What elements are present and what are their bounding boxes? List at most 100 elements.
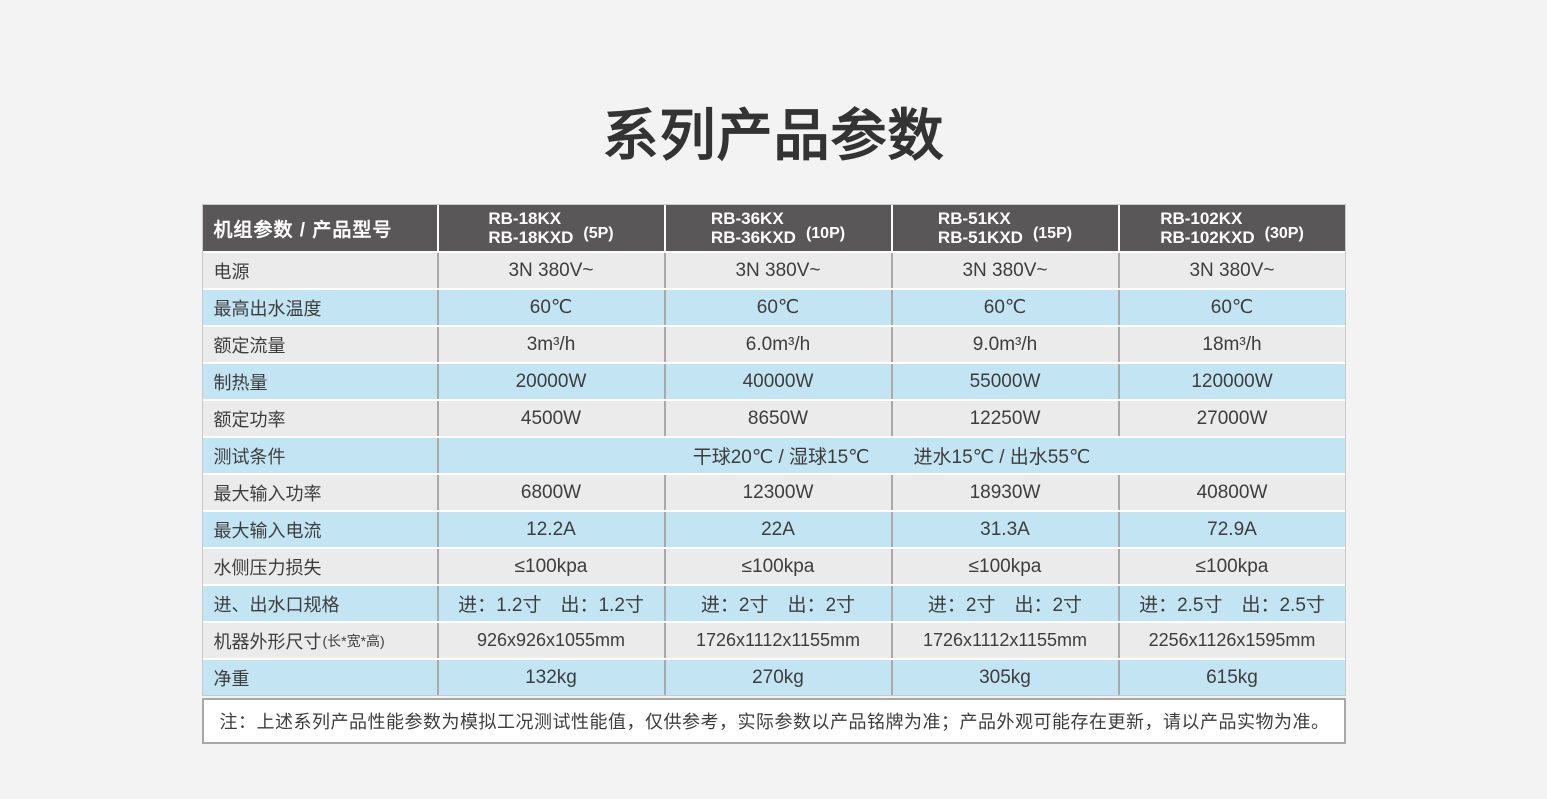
model-header-cell-51kx: RB-51KX RB-51KXD (15P) [890, 205, 1118, 251]
value-cell: 60℃ [1117, 290, 1345, 325]
model-name-line1: RB-102KX [1160, 209, 1243, 228]
footnote-text: 注：上述系列产品性能参数为模拟工况测试性能值，仅供参考，实际参数以产品铭牌为准；… [219, 712, 1330, 732]
value-cell: 1726x1112x1155mm [663, 623, 891, 658]
value-cell: 6800W [436, 475, 664, 510]
row-heating-capacity: 制热量 20000W 40000W 55000W 120000W [202, 364, 1345, 399]
model-name-line2: RB-51KXD [937, 228, 1023, 247]
model-name-line1: RB-36KX [710, 209, 784, 228]
value-cell: 27000W [1117, 401, 1345, 436]
value-cell: 3m³/h [436, 327, 664, 362]
row-test-conditions: 测试条件 干球20℃ / 湿球15℃ 进水15℃ / 出水55℃ [202, 438, 1345, 473]
value-cell: 18930W [890, 475, 1118, 510]
row-label: 额定流量 [202, 327, 437, 362]
test-conditions-merged-cell: 干球20℃ / 湿球15℃ 进水15℃ / 出水55℃ [436, 438, 1345, 473]
row-label: 测试条件 [202, 438, 437, 473]
row-rated-power: 额定功率 4500W 8650W 12250W 27000W [202, 401, 1345, 436]
value-cell: 9.0m³/h [890, 327, 1118, 362]
row-inlet-outlet-size: 进、出水口规格 进：1.2寸 出：1.2寸 进：2寸 出：2寸 进：2寸 出：2… [202, 586, 1345, 621]
model-hp-label: (15P) [1032, 225, 1073, 242]
row-label: 机器外形尺寸 (长*宽*高) [202, 623, 437, 658]
model-name-stack: RB-18KX RB-18KXD [488, 209, 573, 247]
row-max-outlet-water-temp: 最高出水温度 60℃ 60℃ 60℃ 60℃ [202, 290, 1345, 325]
value-cell: 3N 380V~ [890, 253, 1118, 288]
row-label: 进、出水口规格 [202, 586, 437, 621]
model-header-cell-18kx: RB-18KX RB-18KXD (5P) [436, 205, 664, 251]
value-cell: 4500W [436, 401, 664, 436]
row-label: 最大输入功率 [202, 475, 437, 510]
value-cell: 615kg [1117, 660, 1345, 695]
model-name-line2: RB-36KXD [710, 228, 796, 247]
row-rated-flow: 额定流量 3m³/h 6.0m³/h 9.0m³/h 18m³/h [202, 327, 1345, 362]
value-cell: ≤100kpa [890, 549, 1118, 584]
value-cell: 12250W [890, 401, 1118, 436]
value-cell: ≤100kpa [436, 549, 664, 584]
corner-header-cell: 机组参数 / 产品型号 [202, 205, 437, 251]
row-dimensions: 机器外形尺寸 (长*宽*高) 926x926x1055mm 1726x1112x… [202, 623, 1345, 658]
content-area: 系列产品参数 机组参数 / 产品型号 RB-18KX RB-18KXD (5P)… [201, 104, 1346, 744]
model-hp-label: (5P) [583, 225, 614, 242]
dimensions-label: 机器外形尺寸 [213, 631, 322, 652]
model-name-line1: RB-51KX [937, 209, 1011, 228]
value-cell: 3N 380V~ [436, 253, 664, 288]
value-cell: 20000W [436, 364, 664, 399]
model-hp-label: (10P) [805, 225, 846, 242]
table-header-row: 机组参数 / 产品型号 RB-18KX RB-18KXD (5P) RB-36K… [202, 205, 1345, 251]
value-cell: ≤100kpa [1117, 549, 1345, 584]
row-max-input-current: 最大输入电流 12.2A 22A 31.3A 72.9A [202, 512, 1345, 547]
model-header-cell-36kx: RB-36KX RB-36KXD (10P) [663, 205, 891, 251]
value-cell: 1726x1112x1155mm [890, 623, 1118, 658]
footnote: 注：上述系列产品性能参数为模拟工况测试性能值，仅供参考，实际参数以产品铭牌为准；… [201, 698, 1346, 744]
model-name-stack: RB-51KX RB-51KXD [938, 209, 1023, 247]
value-cell: 3N 380V~ [1117, 253, 1345, 288]
value-cell: 22A [663, 512, 891, 547]
row-net-weight: 净重 132kg 270kg 305kg 615kg [202, 660, 1345, 695]
spec-table: 机组参数 / 产品型号 RB-18KX RB-18KXD (5P) RB-36K… [201, 204, 1346, 696]
value-cell: 3N 380V~ [663, 253, 891, 288]
value-cell: 60℃ [663, 290, 891, 325]
value-cell: 进：2寸 出：2寸 [663, 586, 891, 621]
row-label: 额定功率 [202, 401, 437, 436]
value-cell: 8650W [663, 401, 891, 436]
row-label: 电源 [202, 253, 437, 288]
value-cell: 926x926x1055mm [436, 623, 664, 658]
model-name-stack: RB-36KX RB-36KXD [711, 209, 796, 247]
row-label: 净重 [202, 660, 437, 695]
row-label: 水侧压力损失 [202, 549, 437, 584]
value-cell: 进：1.2寸 出：1.2寸 [436, 586, 664, 621]
value-cell: ≤100kpa [663, 549, 891, 584]
value-cell: 31.3A [890, 512, 1118, 547]
value-cell: 305kg [890, 660, 1118, 695]
value-cell: 132kg [436, 660, 664, 695]
row-power-supply: 电源 3N 380V~ 3N 380V~ 3N 380V~ 3N 380V~ [202, 253, 1345, 288]
row-label: 最大输入电流 [202, 512, 437, 547]
row-label: 制热量 [202, 364, 437, 399]
value-cell: 12300W [663, 475, 891, 510]
value-cell: 40800W [1117, 475, 1345, 510]
model-name-line2: RB-18KXD [488, 228, 574, 247]
value-cell: 60℃ [436, 290, 664, 325]
dimensions-label-suffix: (长*宽*高) [322, 632, 385, 649]
model-name-stack: RB-102KX RB-102KXD [1160, 209, 1254, 247]
test-condition-water: 进水15℃ / 出水55℃ [913, 447, 1091, 468]
value-cell: 55000W [890, 364, 1118, 399]
model-name-line2: RB-102KXD [1160, 228, 1255, 247]
value-cell: 120000W [1117, 364, 1345, 399]
value-cell: 2256x1126x1595mm [1117, 623, 1345, 658]
page-title: 系列产品参数 [602, 104, 945, 167]
value-cell: 12.2A [436, 512, 664, 547]
row-max-input-power: 最大输入功率 6800W 12300W 18930W 40800W [202, 475, 1345, 510]
value-cell: 60℃ [890, 290, 1118, 325]
value-cell: 进：2寸 出：2寸 [890, 586, 1118, 621]
model-header-cell-102kx: RB-102KX RB-102KXD (30P) [1117, 205, 1345, 251]
model-name-line1: RB-18KX [488, 209, 562, 228]
value-cell: 40000W [663, 364, 891, 399]
model-hp-label: (30P) [1264, 225, 1304, 242]
test-condition-air: 干球20℃ / 湿球15℃ [692, 447, 870, 468]
value-cell: 6.0m³/h [663, 327, 891, 362]
value-cell: 270kg [663, 660, 891, 695]
row-water-side-pressure-loss: 水侧压力损失 ≤100kpa ≤100kpa ≤100kpa ≤100kpa [202, 549, 1345, 584]
value-cell: 进：2.5寸 出：2.5寸 [1117, 586, 1345, 621]
value-cell: 72.9A [1117, 512, 1345, 547]
row-label: 最高出水温度 [202, 290, 437, 325]
value-cell: 18m³/h [1117, 327, 1345, 362]
